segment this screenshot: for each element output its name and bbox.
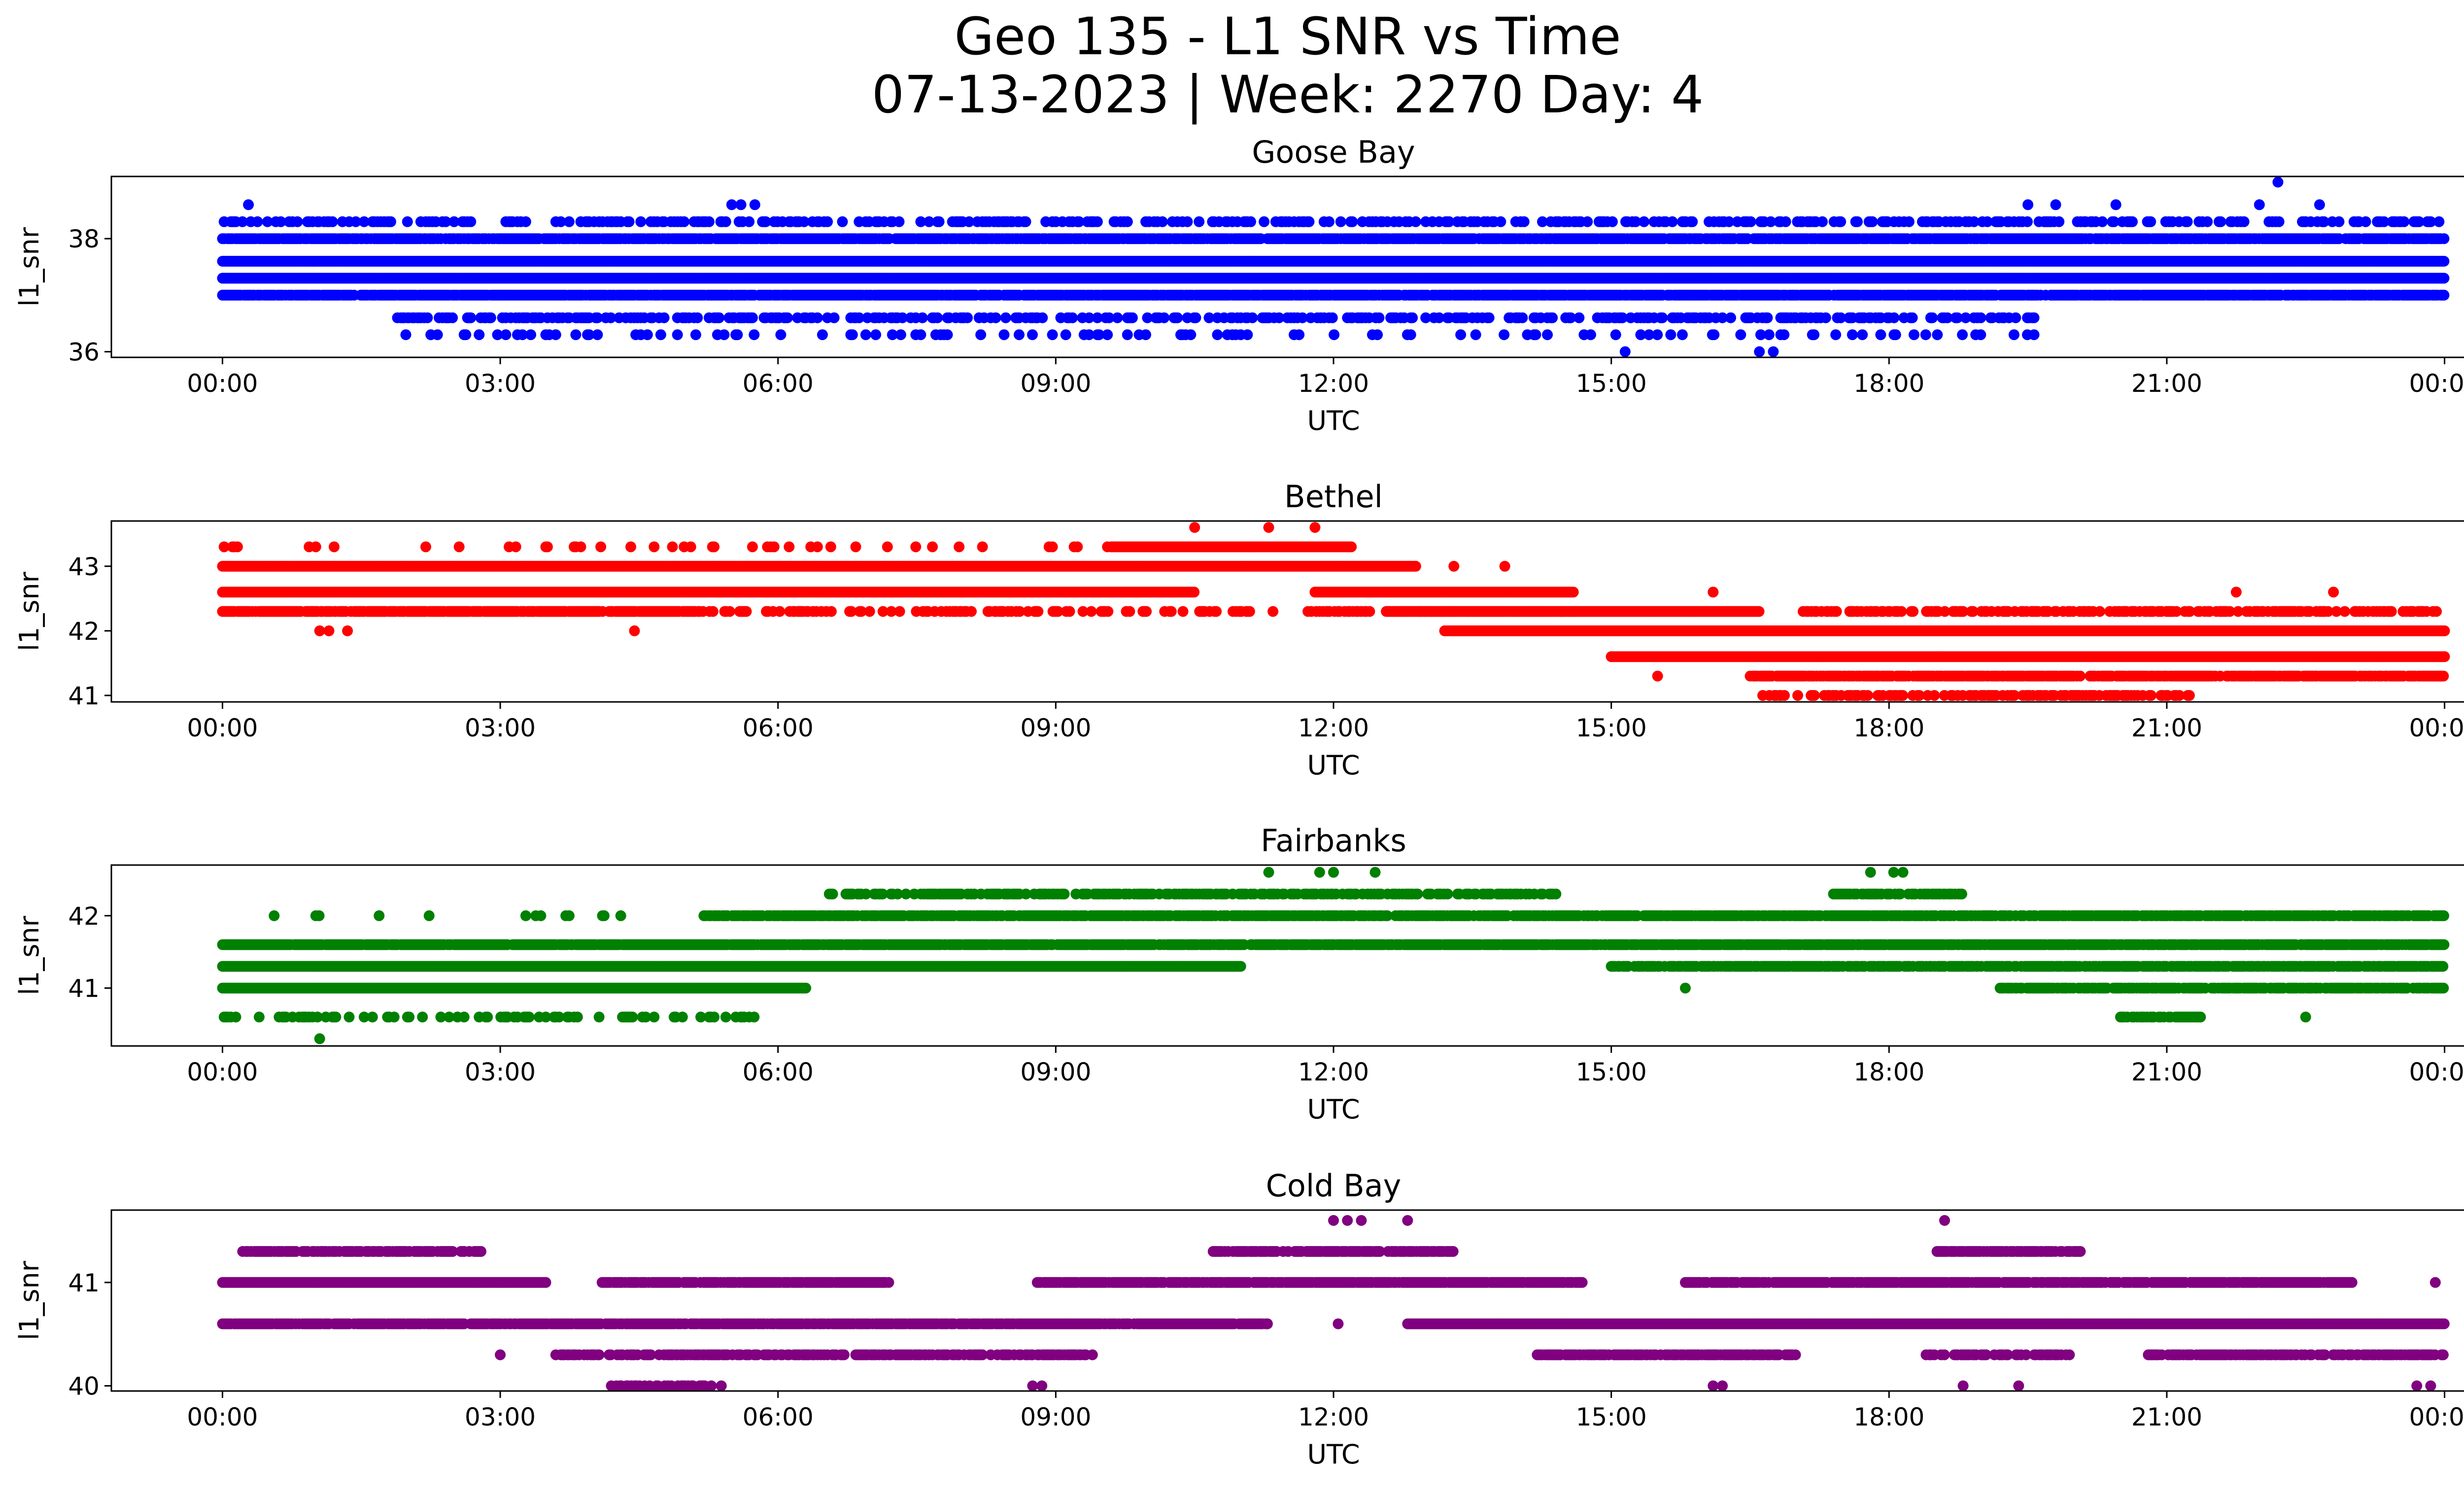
data-point — [2238, 216, 2250, 227]
data-point — [237, 216, 248, 227]
data-point — [2318, 216, 2329, 227]
data-point — [2333, 216, 2345, 227]
data-point — [1639, 216, 1650, 227]
data-point — [1607, 216, 1618, 227]
data-point — [1303, 216, 1315, 227]
data-point — [1817, 216, 1828, 227]
data-point — [252, 216, 263, 227]
data-point — [402, 216, 413, 227]
data-point — [1537, 216, 1548, 227]
data-point — [2202, 216, 2213, 227]
data-point — [1780, 216, 1791, 227]
data-point — [555, 216, 566, 227]
data-point — [837, 216, 848, 227]
data-point — [1194, 216, 1205, 227]
data-point — [1410, 216, 1421, 227]
data-point — [760, 216, 771, 227]
data-point — [1518, 216, 1530, 227]
data-point — [2127, 216, 2138, 227]
data-point — [2053, 216, 2065, 227]
data-point — [2215, 216, 2226, 227]
data-point — [2378, 216, 2390, 227]
data-point — [2438, 256, 2450, 267]
data-point — [1157, 216, 1168, 227]
data-point — [720, 216, 731, 227]
data-point — [1745, 216, 1756, 227]
data-point — [1245, 216, 1256, 227]
data-point — [1020, 216, 1031, 227]
data-point — [2273, 216, 2285, 227]
data-point — [2360, 216, 2371, 227]
data-point — [1852, 216, 1863, 227]
data-point — [963, 216, 975, 227]
data-point — [1073, 216, 1085, 227]
data-point — [1667, 216, 1678, 227]
data-point — [358, 216, 370, 227]
data-point — [520, 216, 531, 227]
data-point — [1324, 216, 1335, 227]
data-point — [1982, 216, 1993, 227]
data-point — [448, 216, 460, 227]
data-point — [1335, 216, 1346, 227]
data-point — [1092, 216, 1103, 227]
figure-title-line1: Geo 135 - L1 SNR vs Time — [954, 6, 1621, 67]
figure-title-line2: 07-13-2023 | Week: 2270 Day: 4 — [871, 65, 1704, 125]
data-point — [275, 216, 286, 227]
data-point — [1723, 216, 1735, 227]
data-point — [1182, 216, 1193, 227]
data-point — [933, 216, 945, 227]
data-point — [440, 216, 451, 227]
data-point — [1765, 216, 1777, 227]
data-point — [1259, 216, 1270, 227]
data-point — [1347, 216, 1358, 227]
data-point — [1443, 216, 1455, 227]
data-point — [623, 216, 635, 227]
data-point — [465, 216, 477, 227]
data-point — [2022, 216, 2033, 227]
data-point — [1835, 216, 1847, 227]
data-point — [1122, 216, 1133, 227]
data-point — [1867, 216, 1878, 227]
data-point — [292, 216, 303, 227]
data-point — [350, 216, 361, 227]
data-point — [893, 216, 905, 227]
data-point — [924, 216, 935, 227]
data-point — [1687, 216, 1698, 227]
data-point — [798, 216, 810, 227]
data-point — [2398, 216, 2410, 227]
data-point — [2425, 216, 2436, 227]
data-point — [703, 216, 715, 227]
data-point — [262, 216, 273, 227]
data-point — [1582, 216, 1593, 227]
data-point — [327, 216, 338, 227]
data-point — [1968, 216, 1980, 227]
data-point — [563, 216, 575, 227]
data-point — [2182, 216, 2193, 227]
data-point — [744, 216, 755, 227]
data-point — [822, 216, 833, 227]
data-point — [1630, 216, 1642, 227]
data-point — [2438, 233, 2450, 244]
data-point — [2108, 216, 2120, 227]
data-point — [915, 216, 926, 227]
data-point — [679, 216, 690, 227]
data-series — [217, 176, 2450, 357]
data-point — [2413, 216, 2425, 227]
data-point — [635, 216, 647, 227]
data-point — [2438, 273, 2450, 284]
data-point — [2097, 216, 2108, 227]
data-point — [1903, 216, 1915, 227]
data-point — [385, 216, 396, 227]
data-point — [2433, 216, 2445, 227]
data-point — [2145, 216, 2156, 227]
data-point — [1495, 216, 1506, 227]
